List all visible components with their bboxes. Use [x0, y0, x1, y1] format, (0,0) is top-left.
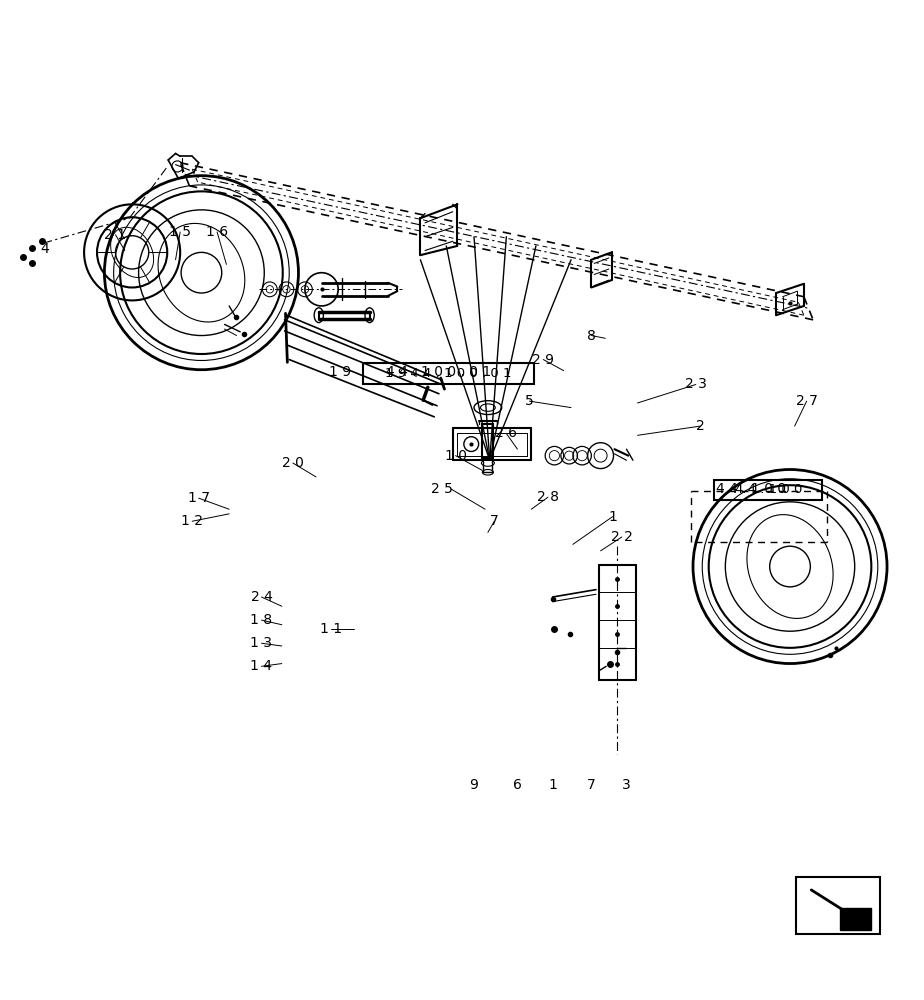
Text: 1 1: 1 1: [320, 622, 342, 636]
Text: 9: 9: [469, 778, 479, 792]
Text: 7: 7: [490, 514, 499, 528]
Text: 1 8: 1 8: [250, 613, 273, 627]
Text: 1 5: 1 5: [169, 225, 191, 239]
Text: 2 3: 2 3: [685, 377, 707, 391]
Text: 1 4: 1 4: [250, 659, 273, 673]
Text: 2 5: 2 5: [431, 482, 453, 496]
Text: 4 4 . 1 0 0 . 0 1: 4 4 . 1 0 0 . 0 1: [386, 365, 492, 379]
Text: 5: 5: [525, 394, 534, 408]
Text: 4: 4: [40, 242, 49, 256]
Text: 2 9: 2 9: [532, 353, 554, 367]
Text: 2: 2: [696, 419, 705, 433]
Text: 1: 1: [608, 510, 617, 524]
Text: 1 6: 1 6: [206, 225, 228, 239]
Bar: [840, 908, 871, 930]
Text: 1 9 4 4 . 1 0 0 . 0 1: 1 9 4 4 . 1 0 0 . 0 1: [385, 367, 512, 380]
Text: 6: 6: [513, 778, 522, 792]
Text: 8: 8: [587, 329, 596, 343]
Text: 2 6: 2 6: [495, 426, 517, 440]
Text: 2 2: 2 2: [611, 530, 633, 544]
Text: 4 4 . 1 0 0: 4 4 . 1 0 0: [735, 483, 802, 496]
Text: 2 8: 2 8: [537, 490, 559, 504]
Text: 1: 1: [548, 778, 557, 792]
Text: 2 4: 2 4: [250, 590, 273, 604]
Text: 1 9: 1 9: [329, 365, 351, 379]
Text: 1 7: 1 7: [188, 491, 210, 505]
Text: 1 3: 1 3: [250, 636, 273, 650]
Text: 2 7: 2 7: [796, 394, 818, 408]
Text: 4 4 . 1 0 0: 4 4 . 1 0 0: [716, 482, 786, 496]
Text: 7: 7: [587, 778, 596, 792]
Text: 2 0: 2 0: [282, 456, 304, 470]
Bar: [363, 363, 534, 384]
Text: 1 0: 1 0: [444, 449, 467, 463]
Bar: [796, 877, 880, 934]
Text: 2 1: 2 1: [104, 228, 127, 242]
Text: 1 2: 1 2: [181, 514, 203, 528]
Bar: [714, 480, 822, 500]
Text: 3: 3: [622, 778, 631, 792]
